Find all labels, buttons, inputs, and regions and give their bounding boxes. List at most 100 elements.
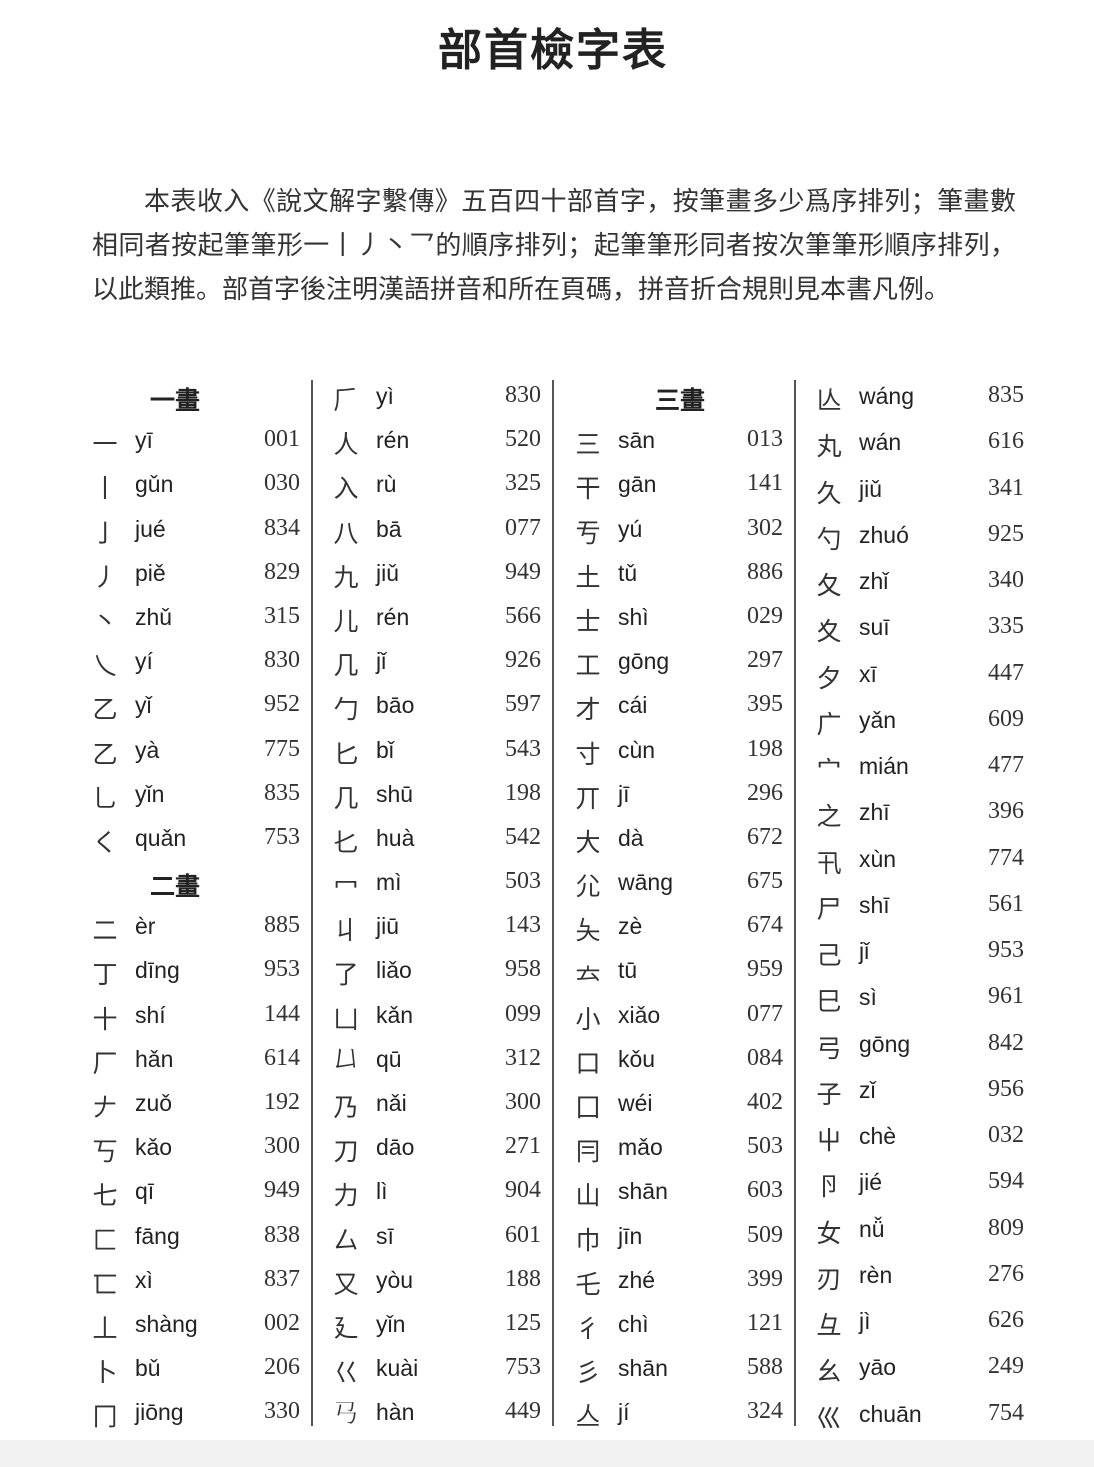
radical-pinyin: wéi <box>618 1090 653 1116</box>
radical-character: 了 <box>333 960 359 990</box>
radical-character: 几 <box>333 783 359 813</box>
radical-page-number: 830 <box>505 382 541 408</box>
radical-page-number: 626 <box>988 1307 1024 1333</box>
radical-page-number: 477 <box>988 752 1024 778</box>
radical-page-number: 121 <box>747 1309 783 1336</box>
radical-entry: 幺 yāo 249 <box>814 1346 1024 1392</box>
radical-page-number: 325 <box>505 470 541 497</box>
radical-page-number: 395 <box>747 691 783 718</box>
radical-entry: 𠙴 qū 312 <box>331 1038 541 1082</box>
radical-pinyin: sān <box>618 427 656 454</box>
radical-character: 巳 <box>816 987 842 1017</box>
radical-entry: 寸 cùn 198 <box>573 729 783 773</box>
radical-pinyin: yú <box>618 515 643 542</box>
radical-character: 囗 <box>575 1093 601 1122</box>
radical-page-number: 956 <box>988 1075 1024 1102</box>
radical-pinyin: yí <box>135 648 153 675</box>
radical-character: 𠤎 <box>333 827 359 857</box>
radical-entry: 入 rù 325 <box>331 463 541 507</box>
radical-entry: 女 nǚ 809 <box>814 1208 1024 1254</box>
radical-page-number: 753 <box>264 823 300 850</box>
radical-pinyin: rèn <box>859 1261 893 1288</box>
radical-pinyin: chuān <box>859 1400 922 1427</box>
radical-pinyin: bā <box>376 515 402 542</box>
radical-pinyin: dīng <box>135 957 180 984</box>
index-column-1: 一畫一 yī 001 丨 gǔn 030 亅 jué 834 丿 piě 829 丶 zhǔ 315 乀 yí 8… <box>90 375 300 1436</box>
radical-page-number: 597 <box>505 691 541 718</box>
radical-entry: 丸 wán 616 <box>814 421 1024 467</box>
radical-entry: 丨 gǔn 030 <box>90 463 300 507</box>
radical-entry: 丌 jī 296 <box>573 773 783 817</box>
radical-page-number: 543 <box>505 735 541 762</box>
radical-page-number: 330 <box>264 1398 300 1425</box>
radical-page-number: 835 <box>264 779 300 806</box>
radical-page-number: 674 <box>747 912 783 939</box>
radical-pinyin: yǎn <box>859 706 897 733</box>
radical-entry: 囗 wéi 402 <box>573 1082 783 1126</box>
radical-page-number: 542 <box>505 823 541 850</box>
radical-pinyin: dāo <box>376 1134 415 1161</box>
radical-pinyin: sì <box>859 984 877 1011</box>
radical-entry: 夊 suī 335 <box>814 606 1024 652</box>
radical-entry: 夂 zhǐ 340 <box>814 560 1024 606</box>
radical-pinyin: zhǐ <box>859 568 889 594</box>
radical-character: 夂 <box>816 571 842 600</box>
radical-character: 小 <box>575 1004 601 1034</box>
radical-page-number: 315 <box>264 602 300 629</box>
radical-entry: 𠫓 tū 959 <box>573 949 783 993</box>
radical-entry: 匸 xì 837 <box>90 1259 300 1303</box>
radical-pinyin: mián <box>859 753 909 779</box>
radical-pinyin: qū <box>376 1045 402 1072</box>
radical-character: 二 <box>92 916 118 946</box>
radical-character: 夊 <box>816 617 842 647</box>
radical-entry: 山 shān 603 <box>573 1170 783 1214</box>
radical-character: 卂 <box>816 848 842 878</box>
radical-entry: 广 yǎn 609 <box>814 699 1024 745</box>
radical-page-number: 672 <box>747 823 783 850</box>
radical-entry: 几 shū 198 <box>331 773 541 817</box>
radical-entry: 丩 jiū 143 <box>331 905 541 949</box>
radical-page-number: 953 <box>988 937 1024 963</box>
radical-entry: 巾 jīn 509 <box>573 1215 783 1259</box>
radical-page-number: 198 <box>505 779 541 806</box>
radical-page-number: 753 <box>505 1354 541 1381</box>
radical-character: 勹 <box>333 695 359 725</box>
radical-pinyin: zè <box>618 913 643 940</box>
radical-entry: 乚 yǐn 835 <box>90 773 300 817</box>
radical-entry: 廴 yǐn 125 <box>331 1303 541 1347</box>
radical-pinyin: nǚ <box>859 1215 885 1242</box>
radical-entry: 乙 yà 775 <box>90 729 300 773</box>
radical-page-number: 312 <box>505 1044 541 1071</box>
radical-character: 亼 <box>575 1402 601 1432</box>
radical-character: 女 <box>816 1218 842 1248</box>
radical-character: 丿 <box>92 562 118 592</box>
radical-character: 冖 <box>333 872 359 902</box>
radical-character: 彡 <box>575 1358 601 1388</box>
radical-pinyin: kuài <box>376 1355 419 1382</box>
radical-character: 乚 <box>92 783 118 813</box>
radical-pinyin: gǔn <box>135 471 174 498</box>
radical-pinyin: jué <box>135 515 166 542</box>
radical-character: 七 <box>92 1181 118 1211</box>
radical-character: 口 <box>575 1048 601 1078</box>
radical-page-number: 835 <box>988 382 1024 408</box>
radical-character: 三 <box>575 430 601 460</box>
radical-pinyin: zhī <box>859 799 890 826</box>
index-column-4: 亾 wáng 835 丸 wán 616 久 jiǔ 341 勺 zhuó 925 夂 zhǐ 340 夊 su… <box>814 375 1024 1439</box>
radical-pinyin: bǐ <box>376 736 394 763</box>
radical-entry: 冃 mǎo 503 <box>573 1126 783 1170</box>
radical-page-number: 324 <box>747 1398 783 1425</box>
radical-entry: 亼 jí 324 <box>573 1391 783 1435</box>
radical-character: 丸 <box>816 432 842 462</box>
radical-page-number: 141 <box>747 470 783 497</box>
radical-entry: 士 shì 029 <box>573 596 783 640</box>
radical-page-number: 603 <box>747 1177 783 1204</box>
radical-page-number: 001 <box>264 426 300 453</box>
radical-page-number: 885 <box>264 912 300 939</box>
radical-character: 𠂇 <box>92 1093 118 1122</box>
radical-entry: 九 jiǔ 949 <box>331 552 541 596</box>
radical-page-number: 297 <box>747 647 783 674</box>
radical-page-number: 949 <box>264 1177 300 1204</box>
radical-pinyin: mì <box>376 869 402 896</box>
radical-page-number: 958 <box>505 956 541 983</box>
